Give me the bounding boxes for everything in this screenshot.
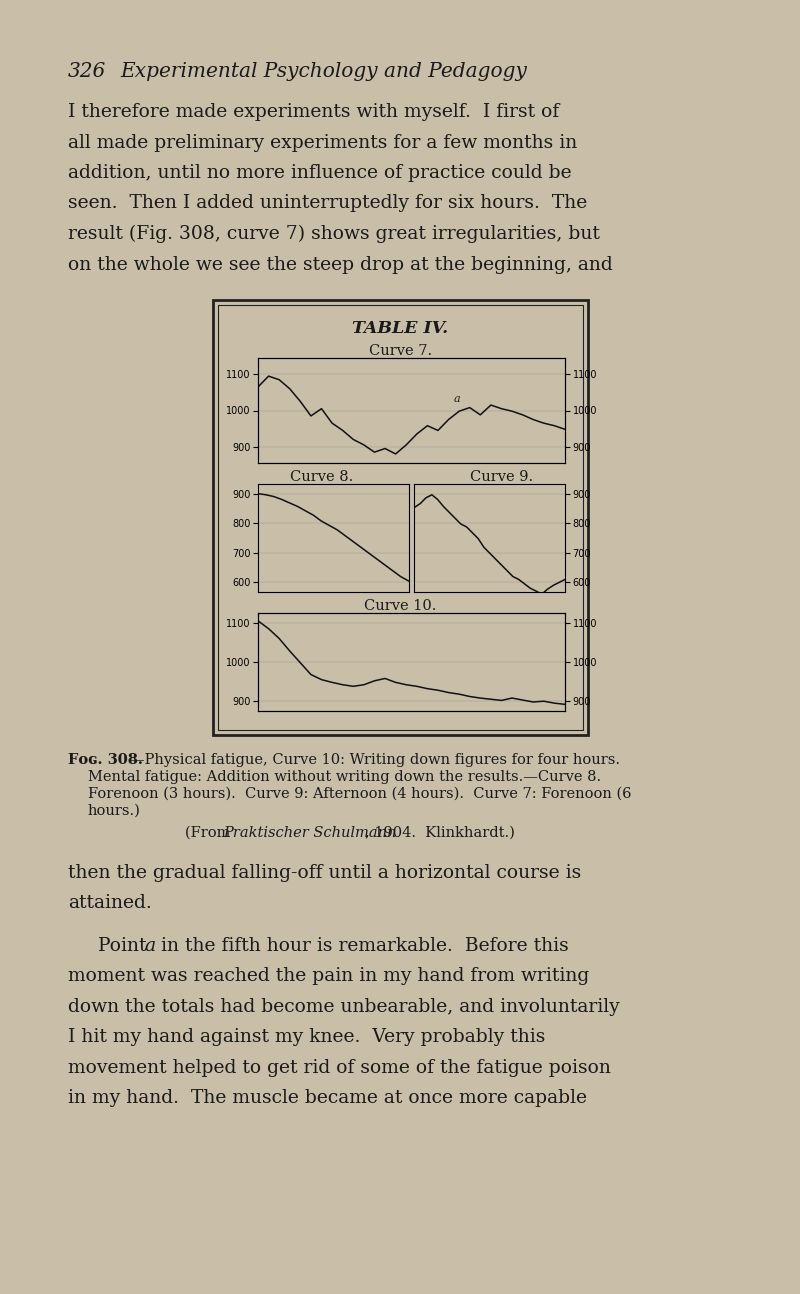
Bar <box>213 300 588 735</box>
Text: all made preliminary experiments for a few months in: all made preliminary experiments for a f… <box>68 133 578 151</box>
Text: a: a <box>454 395 461 404</box>
Text: I therefore made experiments with myself.  I first of: I therefore made experiments with myself… <box>68 104 559 122</box>
Text: Forenoon (3 hours).  Curve 9: Afternoon (4 hours).  Curve 7: Forenoon (6: Forenoon (3 hours). Curve 9: Afternoon (… <box>88 787 631 801</box>
Text: movement helped to get rid of some of the fatigue poison: movement helped to get rid of some of th… <box>68 1058 611 1077</box>
Text: moment was reached the pain in my hand from writing: moment was reached the pain in my hand f… <box>68 967 590 985</box>
Text: Experimental Psychology and Pedagogy: Experimental Psychology and Pedagogy <box>120 62 527 82</box>
Text: Curve 9.: Curve 9. <box>470 470 534 484</box>
Text: in the fifth hour is remarkable.  Before this: in the fifth hour is remarkable. Before … <box>155 937 569 955</box>
Text: (From: (From <box>185 826 235 840</box>
Bar <box>218 305 583 730</box>
Text: seen.  Then I added uninterruptedly for six hours.  The: seen. Then I added uninterruptedly for s… <box>68 194 587 212</box>
Text: on the whole we see the steep drop at the beginning, and: on the whole we see the steep drop at th… <box>68 255 613 273</box>
Text: in my hand.  The muscle became at once more capable: in my hand. The muscle became at once mo… <box>68 1090 587 1108</box>
Text: —Physical fatigue, Curve 10: Writing down figures for four hours.: —Physical fatigue, Curve 10: Writing dow… <box>130 753 620 767</box>
Text: Curve 10.: Curve 10. <box>364 599 437 613</box>
Text: down the totals had become unbearable, and involuntarily: down the totals had become unbearable, a… <box>68 998 620 1016</box>
Text: then the gradual falling-off until a horizontal course is: then the gradual falling-off until a hor… <box>68 863 582 881</box>
Text: a: a <box>144 937 155 955</box>
Text: attained.: attained. <box>68 894 152 912</box>
Text: Fᴏɢ. 308.: Fᴏɢ. 308. <box>68 753 143 767</box>
Text: addition, until no more influence of practice could be: addition, until no more influence of pra… <box>68 164 572 182</box>
Text: Praktischer Schulmann: Praktischer Schulmann <box>223 826 396 840</box>
Text: 326: 326 <box>68 62 106 82</box>
Text: TABLE IV.: TABLE IV. <box>353 320 449 336</box>
Text: Curve 7.: Curve 7. <box>369 344 432 358</box>
Text: I hit my hand against my knee.  Very probably this: I hit my hand against my knee. Very prob… <box>68 1029 546 1046</box>
Text: hours.): hours.) <box>88 804 141 818</box>
Text: Curve 8.: Curve 8. <box>290 470 353 484</box>
Text: result (Fig. 308, curve 7) shows great irregularities, but: result (Fig. 308, curve 7) shows great i… <box>68 225 600 243</box>
Text: , 1904.  Klinkhardt.): , 1904. Klinkhardt.) <box>365 826 515 840</box>
Text: Mental fatigue: Addition without writing down the results.—Curve 8.: Mental fatigue: Addition without writing… <box>88 770 601 784</box>
Text: Point: Point <box>98 937 153 955</box>
